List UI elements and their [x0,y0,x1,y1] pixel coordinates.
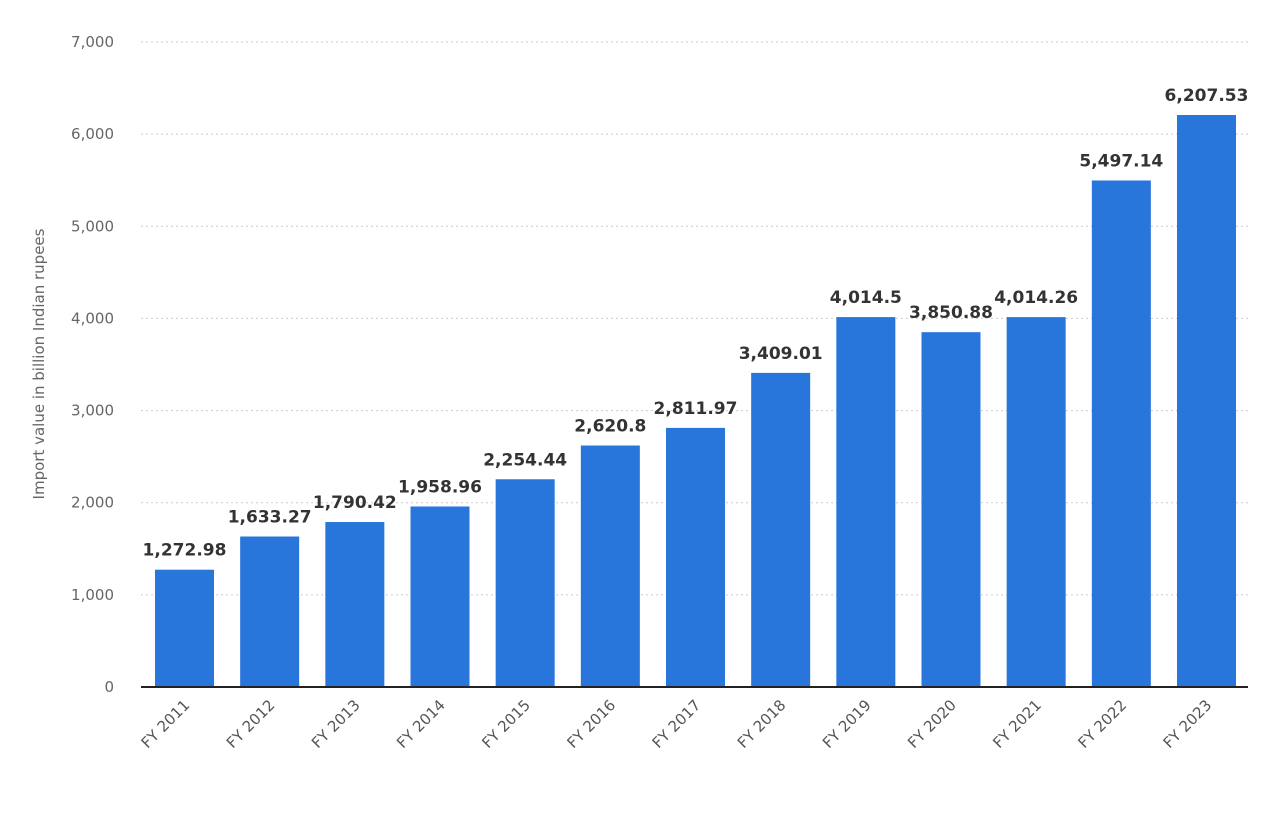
y-tick-label: 7,000 [71,33,114,51]
x-tick-label: FY 2020 [904,696,960,752]
bar [921,332,981,687]
data-label: 2,811.97 [654,399,738,419]
data-label: 5,497.14 [1079,151,1163,171]
x-tick-label: FY 2019 [819,696,875,752]
bar [495,479,555,687]
data-label: 4,014.5 [830,288,902,308]
y-tick-label: 2,000 [71,494,114,512]
x-tick-label: FY 2015 [478,696,534,752]
bar [580,445,640,687]
bar [1006,317,1066,687]
x-tick-label: FY 2018 [734,696,790,752]
data-label: 2,254.44 [483,450,567,470]
y-tick-label: 5,000 [71,217,114,235]
y-tick-label: 4,000 [71,309,114,327]
data-label: 1,958.96 [398,477,482,497]
bar [410,506,470,687]
data-label: 2,620.8 [574,417,646,437]
bar [325,522,385,687]
y-tick-label: 3,000 [71,402,114,420]
bar [155,569,214,687]
data-labels: 1,272.981,633.271,790.421,958.962,254.44… [143,86,1249,561]
data-label: 6,207.53 [1165,86,1249,106]
y-tick-label: 6,000 [71,125,114,143]
x-tick-label: FY 2022 [1074,696,1130,752]
bars [155,115,1236,687]
x-tick-label: FY 2023 [1160,696,1216,752]
bar [1091,180,1151,687]
x-tick-label: FY 2013 [308,696,364,752]
bar [836,317,896,687]
data-label: 1,633.27 [228,508,312,528]
x-tick-label: FY 2017 [649,696,705,752]
bar [240,536,300,687]
y-tick-label: 0 [104,678,114,696]
data-label: 1,790.42 [313,493,397,513]
x-tick-label: FY 2021 [989,696,1045,752]
data-label: 4,014.26 [994,288,1078,308]
x-tick-label: FY 2011 [138,696,194,752]
x-tick-label: FY 2016 [563,696,619,752]
bar [666,427,725,687]
x-tick-label: FY 2014 [393,696,449,752]
data-label: 3,850.88 [909,303,993,323]
data-label: 1,272.98 [143,541,227,561]
y-axis-ticks: 0 1,000 2,000 3,000 4,000 5,000 6,000 7,000 [71,33,114,696]
x-tick-label: FY 2012 [223,696,279,752]
x-axis-ticks: FY 2011 FY 2012 FY 2013 FY 2014 FY 2015 FY 20… [138,696,1216,752]
y-axis-label: Import value in billion Indian rupees [30,228,48,499]
data-label: 3,409.01 [739,344,823,364]
y-tick-label: 1,000 [71,586,114,604]
bar [751,372,811,687]
bar [1177,115,1236,687]
